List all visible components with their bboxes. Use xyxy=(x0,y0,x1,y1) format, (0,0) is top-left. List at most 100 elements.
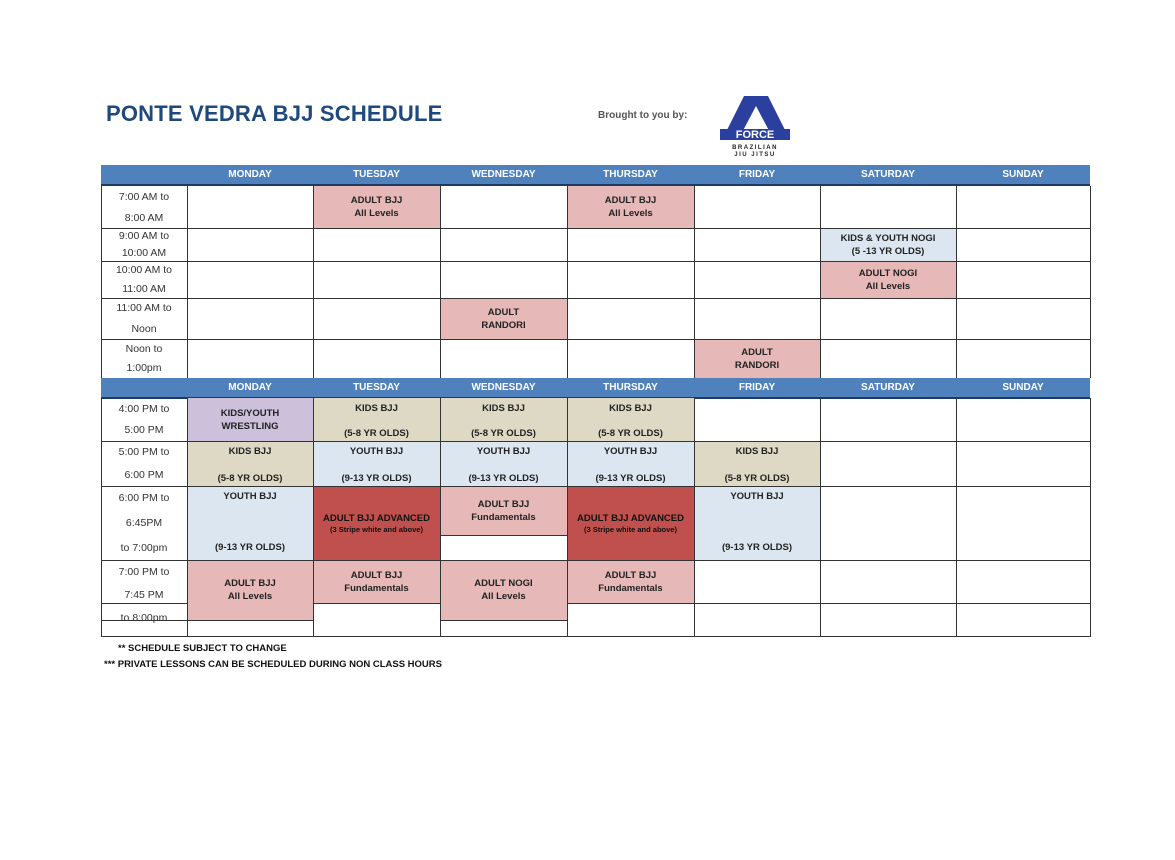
class-detail: (9-13 YR OLDS) xyxy=(721,542,793,553)
grid-line xyxy=(440,398,441,636)
class-block: ADULT BJJ All Levels xyxy=(187,560,313,620)
class-block: KIDS BJJ (5-8 YR OLDS) xyxy=(567,398,694,441)
time-slot-label: 10:00 AM to 11:00 AM xyxy=(101,261,187,298)
grid-line xyxy=(313,603,441,604)
time-text: 11:00 AM xyxy=(122,282,166,295)
class-detail: Fundamentals xyxy=(344,582,409,594)
time-slot-label: 5:00 PM to 6:00 PM xyxy=(101,441,187,486)
svg-text:FORCE: FORCE xyxy=(736,129,775,141)
time-text: 10:00 AM xyxy=(121,246,167,259)
grid-line xyxy=(101,261,1091,262)
class-block: KIDS/YOUTH WRESTLING xyxy=(187,398,313,441)
day-header-monday: MONDAY xyxy=(187,165,313,186)
class-name: KIDS BJJ xyxy=(609,403,652,414)
class-block: ADULT BJJ ADVANCED (3 Stripe white and ab… xyxy=(567,486,694,560)
class-block: ADULT RANDORI xyxy=(694,339,820,378)
day-header-thursday: THURSDAY xyxy=(567,165,694,186)
time-text: 6:00 PM xyxy=(124,468,164,481)
time-text: 11:00 AM to xyxy=(116,302,172,315)
day-header-sunday: SUNDAY xyxy=(956,378,1090,399)
class-block: KIDS BJJ (5-8 YR OLDS) xyxy=(440,398,567,441)
time-text: 6:00 PM to xyxy=(118,492,170,505)
time-slot-label: 6:00 PM to 6:45PM to 7:00pm xyxy=(101,486,187,560)
time-text: 6:45PM xyxy=(125,516,163,529)
class-detail: (9-13 YR OLDS) xyxy=(595,473,666,484)
time-text: 9:00 AM to xyxy=(118,230,170,243)
class-detail: All Levels xyxy=(608,208,653,219)
grid-line xyxy=(956,398,957,636)
class-block: YOUTH BJJ (9-13 YR OLDS) xyxy=(313,441,440,486)
class-name: ADULT BJJ xyxy=(224,578,276,589)
class-detail: RANDORI xyxy=(734,359,780,371)
grid-line xyxy=(1090,398,1091,636)
svg-text:JIU JITSU: JIU JITSU xyxy=(734,152,776,158)
time-text: 4:00 PM to xyxy=(118,402,170,415)
class-detail: All Levels xyxy=(481,591,526,602)
note-private-lessons: *** PRIVATE LESSONS CAN BE SCHEDULED DUR… xyxy=(104,659,442,670)
day-header-wednesday: WEDNESDAY xyxy=(440,165,567,186)
header-corner xyxy=(101,165,187,186)
class-block: YOUTH BJJ (9-13 YR OLDS) xyxy=(694,486,820,560)
class-block: ADULT BJJ All Levels xyxy=(567,186,694,228)
grid-line xyxy=(187,620,314,621)
class-name: ADULT BJJ ADVANCED xyxy=(577,513,684,524)
time-slot-label: 7:00 PM to 7:45 PM to 8:00pm xyxy=(101,560,187,630)
grid-line xyxy=(101,560,1091,561)
grid-line xyxy=(567,603,695,604)
grid-line xyxy=(567,398,568,636)
time-text: to 8:00pm xyxy=(120,612,168,625)
class-name: ADULT xyxy=(487,306,520,318)
grid-line xyxy=(694,398,695,636)
grid-line xyxy=(101,636,1091,637)
class-detail: (5-8 YR OLDS) xyxy=(217,473,283,484)
grid-line xyxy=(187,186,188,378)
time-text: 5:00 PM to xyxy=(118,446,170,459)
class-detail: All Levels xyxy=(227,591,273,602)
time-text: 7:00 AM to xyxy=(118,190,170,203)
time-slot-label: 9:00 AM to 10:00 AM xyxy=(101,228,187,261)
grid-line xyxy=(313,398,314,636)
class-block: ADULT RANDORI xyxy=(440,298,567,339)
class-detail: (5-8 YR OLDS) xyxy=(598,428,663,439)
header-corner xyxy=(101,378,187,399)
class-block: ADULT NOGI All Levels xyxy=(820,261,956,298)
time-text: Noon xyxy=(131,322,157,335)
day-header-tuesday: TUESDAY xyxy=(313,378,440,399)
class-name: ADULT BJJ xyxy=(350,195,403,206)
grid-line xyxy=(820,186,821,378)
time-text: 8:00 AM xyxy=(124,211,164,224)
class-detail: All Levels xyxy=(865,280,911,292)
grid-line xyxy=(313,186,314,378)
time-text: 5:00 PM xyxy=(124,424,164,437)
class-name: KIDS BJJ xyxy=(228,446,272,457)
class-name: KIDS/YOUTH xyxy=(220,407,280,419)
time-slot-label: 4:00 PM to 5:00 PM xyxy=(101,398,187,441)
sponsor-label: Brought to you by: xyxy=(598,110,688,121)
class-name: KIDS & YOUTH NOGI xyxy=(840,232,936,244)
grid-line xyxy=(101,441,1091,442)
time-slot-label: 7:00 AM to 8:00 AM xyxy=(101,186,187,228)
class-name: YOUTH BJJ xyxy=(603,446,658,457)
class-detail: (3 Stripe white and above) xyxy=(330,525,423,534)
grid-line xyxy=(694,603,1091,604)
grid-line xyxy=(101,228,1091,229)
class-block: YOUTH BJJ (9-13 YR OLDS) xyxy=(567,441,694,486)
day-header-saturday: SATURDAY xyxy=(820,165,956,186)
class-block: ADULT BJJ Fundamentals xyxy=(440,486,567,535)
grid-line xyxy=(101,398,102,636)
class-name: ADULT NOGI xyxy=(474,578,533,589)
time-text: Noon to xyxy=(125,342,163,355)
class-name: ADULT NOGI xyxy=(858,267,918,279)
class-detail: (5 -13 YR OLDS) xyxy=(851,245,925,257)
class-name: ADULT BJJ xyxy=(350,569,403,581)
grid-line xyxy=(101,620,188,621)
class-block: KIDS BJJ (5-8 YR OLDS) xyxy=(187,441,313,486)
day-header-monday: MONDAY xyxy=(187,378,313,399)
class-name: KIDS BJJ xyxy=(735,446,779,457)
class-detail: Fundamentals xyxy=(598,582,663,594)
svg-text:BRAZILIAN: BRAZILIAN xyxy=(732,145,778,151)
grid-line xyxy=(101,603,188,604)
page-title: PONTE VEDRA BJJ SCHEDULE xyxy=(106,101,443,126)
class-detail: All Levels xyxy=(354,208,399,219)
class-block: YOUTH BJJ (9-13 YR OLDS) xyxy=(440,441,567,486)
